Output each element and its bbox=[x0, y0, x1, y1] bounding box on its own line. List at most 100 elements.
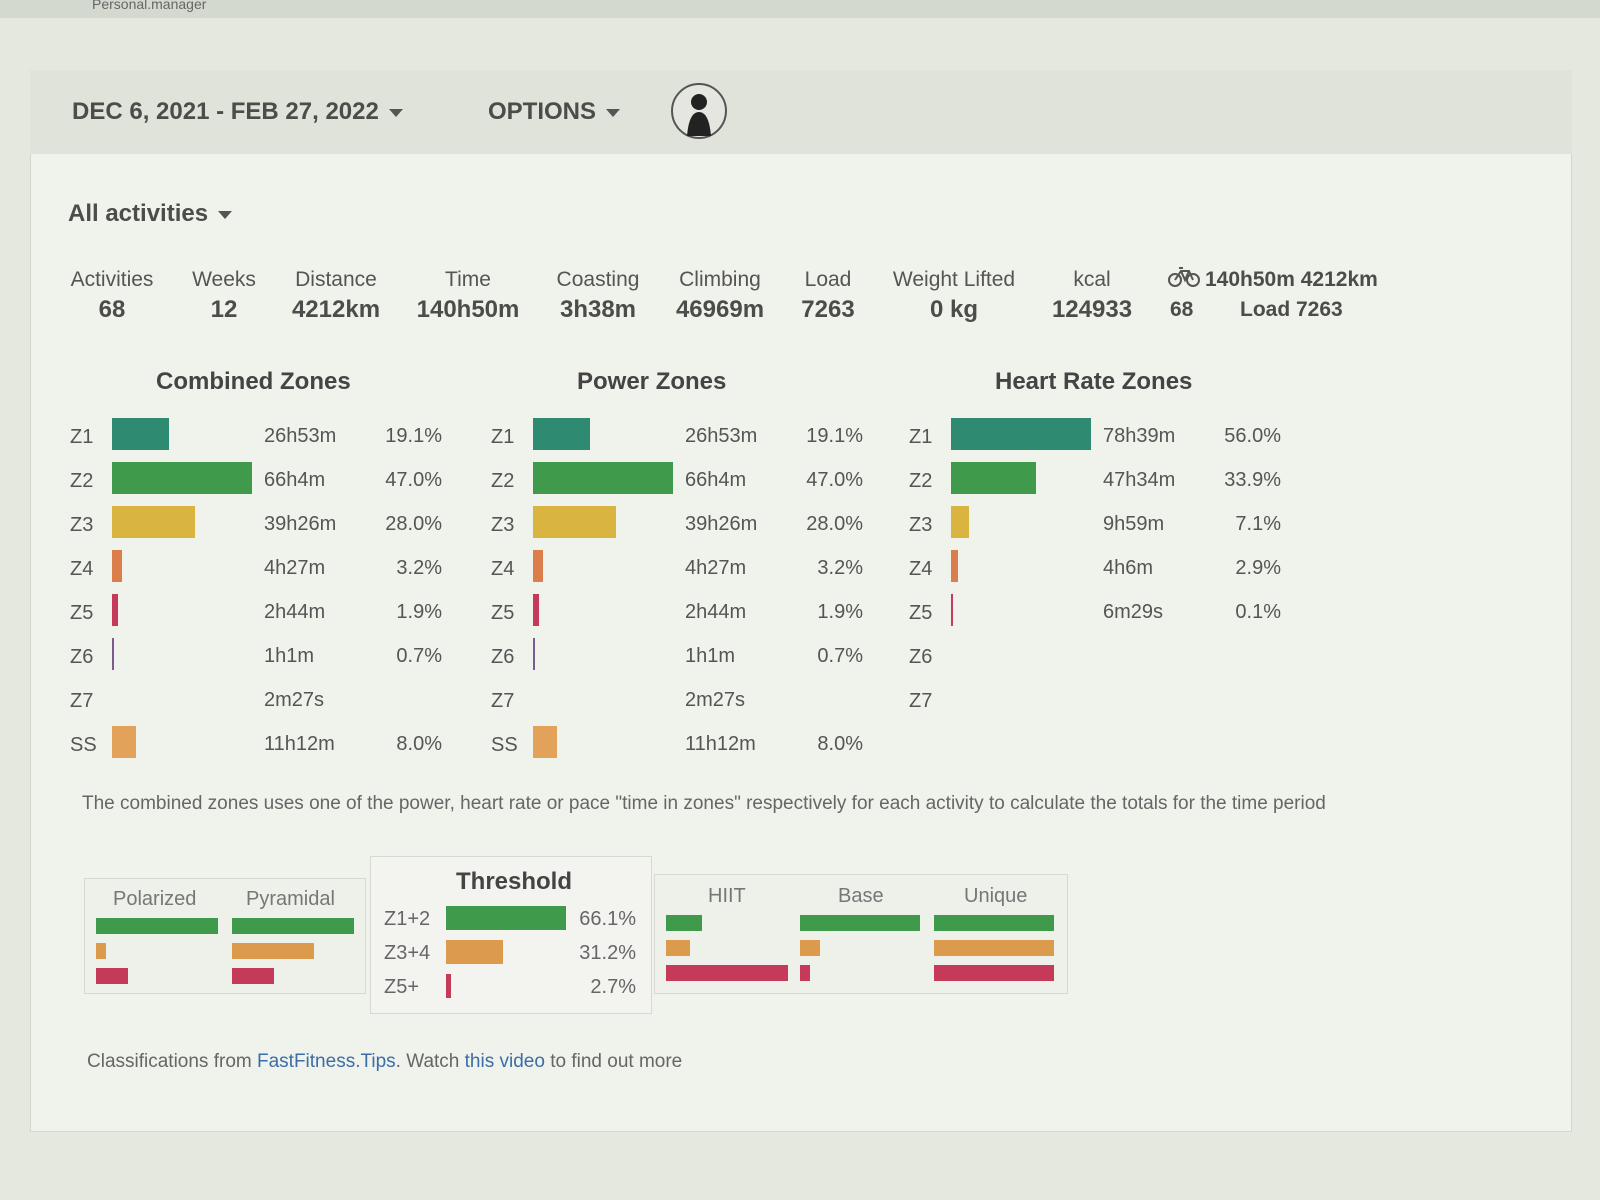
summary-value: 0 kg bbox=[929, 296, 979, 323]
threshold-label: Z3+4 bbox=[384, 942, 431, 964]
link[interactable]: this video bbox=[464, 1051, 545, 1072]
class-bar bbox=[934, 940, 1054, 956]
zone-time: 2h44m bbox=[264, 601, 326, 623]
activity-filter[interactable]: All activities bbox=[68, 200, 233, 228]
ride-load: Load 7263 bbox=[1240, 298, 1343, 321]
zone-time: 26h53m bbox=[264, 425, 337, 447]
summary-value: 124933 bbox=[1051, 296, 1133, 323]
class-bar bbox=[96, 918, 218, 934]
footer-text: Classifications from bbox=[87, 1051, 252, 1072]
zone-pct: 47.0% bbox=[806, 469, 863, 491]
class-label: Unique bbox=[964, 885, 1028, 907]
zone-time: 11h12m bbox=[264, 733, 335, 755]
zone-pct: 1.9% bbox=[817, 601, 863, 623]
class-bar bbox=[96, 943, 106, 959]
class-bar bbox=[232, 918, 354, 934]
options-text: OPTIONS bbox=[488, 98, 597, 125]
zone-panel-title: Combined Zones bbox=[156, 368, 351, 395]
class-bar bbox=[800, 940, 820, 956]
zone-pct: 8.0% bbox=[817, 733, 863, 755]
class-label: HIIT bbox=[708, 885, 746, 907]
class-bar bbox=[666, 965, 788, 981]
summary-label: Distance bbox=[295, 268, 377, 291]
summary-value: 4212km bbox=[291, 296, 381, 323]
class-label: Pyramidal bbox=[246, 888, 335, 910]
summary-label: Activities bbox=[70, 268, 154, 291]
summary-value: 7263 bbox=[801, 296, 855, 323]
browser-tab-bar: Personal.manager bbox=[0, 0, 1600, 18]
zone-label: Z6 bbox=[909, 646, 933, 668]
summary-label: Time bbox=[445, 268, 491, 291]
zone-bar bbox=[533, 726, 557, 758]
summary-label: kcal bbox=[1073, 268, 1111, 291]
zone-time: 4h27m bbox=[685, 557, 747, 579]
zone-bar bbox=[112, 550, 122, 582]
footer: Classifications from FastFitness.Tips. W… bbox=[87, 1051, 682, 1073]
zone-bar bbox=[112, 418, 169, 450]
zone-time: 1h1m bbox=[685, 645, 736, 667]
zone-label: Z3 bbox=[909, 514, 933, 536]
zone-bar bbox=[951, 594, 953, 626]
summary-label: Weight Lifted bbox=[892, 268, 1016, 291]
zone-label: Z6 bbox=[491, 646, 515, 668]
avatar[interactable] bbox=[670, 82, 728, 140]
summary-value: 68 bbox=[98, 296, 126, 323]
class-bar bbox=[934, 965, 1054, 981]
summary-value: 46969m bbox=[675, 296, 765, 323]
zone-pct: 0.7% bbox=[396, 645, 442, 667]
summary-label: Coasting bbox=[556, 268, 640, 291]
zone-label: SS bbox=[70, 734, 97, 756]
threshold-bar bbox=[446, 974, 451, 998]
zone-bar bbox=[951, 418, 1091, 450]
options-menu[interactable]: OPTIONS bbox=[488, 98, 621, 126]
threshold-bar bbox=[446, 906, 566, 930]
zone-pct: 28.0% bbox=[385, 513, 442, 535]
top-bar bbox=[30, 70, 1572, 154]
zone-time: 2m27s bbox=[685, 689, 746, 711]
zone-label: SS bbox=[491, 734, 518, 756]
link[interactable]: FastFitness.Tips bbox=[257, 1051, 396, 1072]
class-bar bbox=[232, 943, 314, 959]
zone-pct: 33.9% bbox=[1224, 469, 1281, 491]
zone-bar bbox=[112, 594, 118, 626]
bike-icon bbox=[1168, 267, 1200, 287]
zone-bar bbox=[533, 462, 673, 494]
footer-text: to find out more bbox=[550, 1051, 683, 1072]
summary-value: 3h38m bbox=[559, 296, 637, 323]
class-bar bbox=[96, 968, 128, 984]
zone-bar bbox=[533, 418, 590, 450]
zone-label: Z4 bbox=[491, 558, 515, 580]
zone-label: Z1 bbox=[491, 426, 515, 448]
zone-label: Z7 bbox=[909, 690, 933, 712]
date-range[interactable]: DEC 6, 2021 - FEB 27, 2022 bbox=[72, 98, 403, 126]
zone-pct: 1.9% bbox=[396, 601, 442, 623]
zone-time: 1h1m bbox=[264, 645, 315, 667]
zone-bar bbox=[951, 550, 959, 582]
zone-time: 11h12m bbox=[685, 733, 756, 755]
zone-panel-title: Power Zones bbox=[577, 368, 727, 395]
date-range-text: DEC 6, 2021 - FEB 27, 2022 bbox=[72, 98, 379, 125]
zone-label: Z7 bbox=[70, 690, 94, 712]
zone-label: Z2 bbox=[491, 470, 515, 492]
zone-pct: 19.1% bbox=[385, 425, 442, 447]
zone-bar bbox=[533, 638, 536, 670]
zone-pct: 56.0% bbox=[1224, 425, 1281, 447]
zone-time: 2m27s bbox=[264, 689, 325, 711]
class-bar bbox=[666, 940, 690, 956]
zone-bar bbox=[112, 462, 252, 494]
ride-count: 68 bbox=[1170, 298, 1194, 321]
zones-note: The combined zones uses one of the power… bbox=[82, 793, 1326, 814]
zone-time: 47h34m bbox=[1103, 469, 1176, 491]
browser-tab[interactable]: Personal.manager bbox=[92, 0, 207, 12]
footer-text: . Watch bbox=[395, 1051, 460, 1072]
zone-label: Z5 bbox=[909, 602, 933, 624]
zone-label: Z5 bbox=[70, 602, 94, 624]
class-bar bbox=[232, 968, 274, 984]
zone-pct: 28.0% bbox=[806, 513, 863, 535]
zone-time: 26h53m bbox=[685, 425, 758, 447]
threshold-box bbox=[370, 856, 652, 1014]
ride-time-distance: 140h50m 4212km bbox=[1205, 268, 1378, 291]
zone-label: Z2 bbox=[909, 470, 933, 492]
classification-box bbox=[84, 878, 366, 994]
